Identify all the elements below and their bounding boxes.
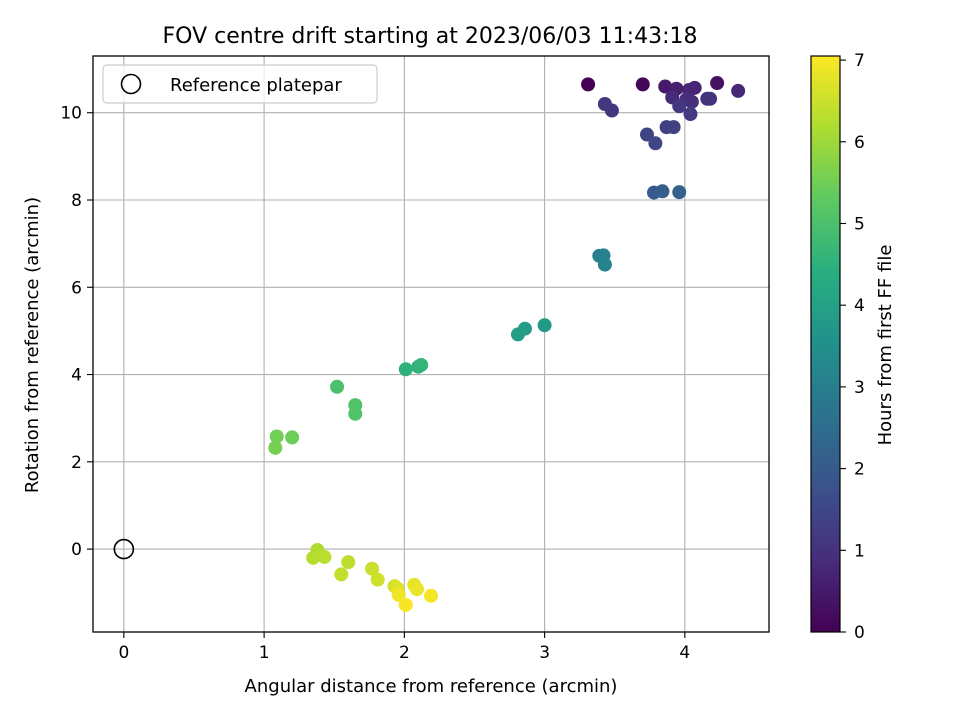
data-point: [285, 430, 300, 445]
plot-area: [93, 56, 769, 632]
data-point: [648, 136, 663, 151]
colorbar-tick-label: 7: [854, 51, 865, 71]
data-point: [639, 127, 654, 142]
x-tick-label: 0: [118, 643, 129, 663]
data-point: [341, 555, 356, 570]
x-tick-label: 2: [399, 643, 410, 663]
data-point: [398, 362, 413, 377]
colorbar-tick-label: 6: [854, 133, 865, 153]
y-tick-label: 2: [71, 453, 82, 473]
x-tick-label: 3: [539, 643, 550, 663]
x-tick-label: 1: [259, 643, 270, 663]
legend-label: Reference platepar: [170, 75, 342, 96]
data-point: [370, 572, 385, 587]
data-point: [672, 185, 687, 200]
data-point: [635, 77, 650, 92]
plot-frame: [92, 55, 770, 633]
data-point: [658, 79, 673, 94]
chart-title: FOV centre drift starting at 2023/06/03 …: [163, 24, 698, 49]
data-point: [334, 567, 349, 582]
data-point: [683, 107, 698, 122]
data-point: [391, 587, 406, 602]
data-point: [672, 99, 687, 114]
x-axis-ticks: 0 1 2 3 4: [118, 632, 690, 663]
colorbar-ticks: 0 1 2 3 4 5 6 7: [840, 51, 865, 643]
data-point: [330, 379, 345, 394]
colorbar-tick-label: 3: [854, 378, 865, 398]
data-point: [510, 327, 525, 342]
data-point: [684, 94, 699, 109]
colorbar-tick-label: 0: [854, 623, 865, 643]
data-point: [604, 103, 619, 118]
reference-marker-layer: [113, 538, 135, 560]
data-point: [306, 550, 321, 565]
data-point: [655, 184, 670, 199]
data-point: [710, 76, 725, 91]
data-point: [597, 257, 612, 272]
data-point: [268, 440, 283, 455]
y-tick-label: 10: [60, 104, 82, 124]
y-tick-label: 8: [71, 191, 82, 211]
colorbar-tick-label: 5: [854, 214, 865, 234]
data-point: [317, 549, 332, 564]
data-point: [537, 318, 552, 333]
y-axis-ticks: 0 2 4 6 8 10: [60, 104, 93, 560]
data-point: [414, 357, 429, 372]
colorbar-tick-label: 2: [854, 460, 865, 480]
data-point: [581, 77, 596, 92]
data-point: [731, 83, 746, 98]
x-axis-label: Angular distance from reference (arcmin): [245, 676, 618, 697]
grid-lines: [93, 56, 769, 632]
data-points: [268, 76, 746, 612]
colorbar-label: Hours from first FF file: [875, 245, 896, 446]
data-point: [703, 91, 718, 106]
legend: Reference platepar: [102, 64, 378, 104]
data-point: [348, 406, 363, 421]
data-point: [269, 429, 284, 444]
data-point: [365, 561, 380, 576]
colorbar-tick-label: 4: [854, 296, 865, 316]
data-point: [424, 588, 438, 603]
legend-reference-marker: [120, 73, 142, 95]
y-tick-label: 0: [71, 540, 82, 560]
y-tick-label: 4: [71, 366, 82, 386]
y-axis-label: Rotation from reference (arcmin): [22, 197, 43, 493]
legend-box: [102, 64, 378, 104]
reference-platepar-marker: [113, 538, 135, 560]
colorbar: [810, 55, 841, 633]
data-point: [409, 582, 424, 597]
x-tick-label: 4: [679, 643, 690, 663]
y-tick-label: 6: [71, 278, 82, 298]
data-point: [398, 597, 413, 612]
colorbar-tick-label: 1: [854, 541, 865, 561]
data-point: [666, 120, 681, 135]
